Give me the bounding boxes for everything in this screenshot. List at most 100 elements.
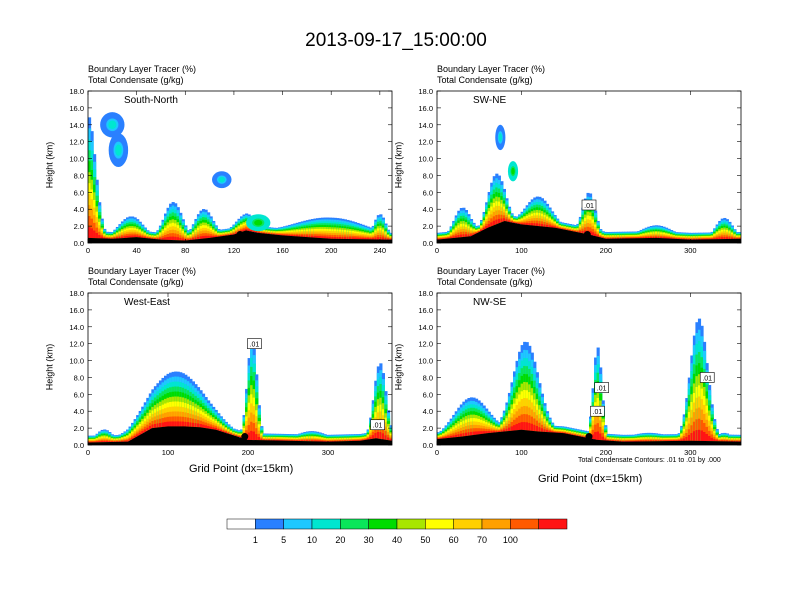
tracer-cell bbox=[457, 235, 461, 238]
tracer-cell bbox=[95, 440, 99, 443]
tracer-cell bbox=[275, 234, 279, 235]
tracer-cell bbox=[359, 236, 363, 240]
tracer-cell bbox=[495, 430, 499, 433]
tracer-cell bbox=[513, 222, 517, 223]
tracer-cell bbox=[482, 228, 486, 230]
tracer-cell bbox=[346, 440, 350, 442]
tracer-cell bbox=[166, 236, 170, 240]
tracer-cell bbox=[735, 237, 740, 239]
tracer-blob bbox=[498, 133, 503, 142]
tracer-cell bbox=[492, 431, 496, 433]
tracer-cell bbox=[359, 237, 363, 240]
tracer-cell bbox=[379, 432, 383, 439]
tracer-cell bbox=[500, 430, 504, 432]
y-tick-label: 0.0 bbox=[423, 239, 433, 248]
tracer-cell bbox=[462, 433, 466, 437]
tracer-cell bbox=[169, 236, 173, 240]
tracer-cell bbox=[556, 432, 560, 433]
y-tick-label: 12.0 bbox=[69, 340, 84, 349]
tracer-cell bbox=[308, 234, 312, 238]
tracer-cell bbox=[659, 237, 664, 239]
tracer-cell bbox=[260, 231, 264, 234]
tracer-cell bbox=[449, 435, 453, 438]
tracer-cell bbox=[515, 222, 519, 224]
tracer-cell bbox=[624, 440, 628, 442]
tracer-cell bbox=[379, 237, 383, 240]
tracer-cell bbox=[128, 439, 132, 441]
tracer-cell bbox=[540, 223, 544, 227]
y-tick-label: 0.0 bbox=[74, 441, 84, 450]
y-tick-label: 12.0 bbox=[69, 138, 84, 147]
tracer-cell bbox=[703, 238, 707, 240]
tracer-cell bbox=[120, 236, 125, 239]
tracer-cell bbox=[616, 237, 620, 239]
tracer-cell bbox=[153, 237, 157, 240]
tracer-cell bbox=[444, 437, 448, 439]
tracer-cell bbox=[692, 238, 696, 240]
y-tick-label: 14.0 bbox=[69, 323, 84, 332]
tracer-cell bbox=[449, 237, 453, 239]
tracer-cell bbox=[389, 238, 392, 240]
panel-3: .01.01West-East0.02.04.06.08.010.012.014… bbox=[69, 289, 393, 457]
tracer-cell bbox=[680, 238, 684, 240]
tracer-cell bbox=[316, 440, 320, 442]
tracer-cell bbox=[571, 434, 575, 435]
tracer-cell bbox=[224, 431, 228, 433]
panel-header-3: Boundary Layer Tracer (%) Total Condensa… bbox=[88, 266, 196, 288]
tracer-cell bbox=[196, 423, 201, 428]
figure-title: 2013-09-17_15:00:00 bbox=[305, 30, 487, 51]
tracer-cell bbox=[207, 233, 211, 239]
tracer-cell bbox=[212, 427, 216, 430]
tracer-cell bbox=[624, 237, 628, 239]
tracer-cell bbox=[606, 440, 610, 441]
x-tick-label: 200 bbox=[325, 246, 338, 255]
tracer-cell bbox=[644, 237, 648, 239]
tracer-cell bbox=[240, 230, 244, 233]
tracer-cell bbox=[207, 235, 211, 239]
tracer-cell bbox=[525, 223, 529, 225]
tracer-cell bbox=[354, 440, 358, 441]
tracer-cell bbox=[604, 439, 608, 441]
tracer-cell bbox=[290, 234, 294, 237]
tracer-cell bbox=[171, 421, 175, 427]
tracer-cell bbox=[136, 235, 140, 238]
x-tick-label: 300 bbox=[322, 448, 335, 457]
tracer-cell bbox=[323, 440, 327, 442]
tracer-cell bbox=[146, 237, 150, 239]
tracer-cell bbox=[611, 439, 615, 441]
tracer-cell bbox=[153, 424, 157, 428]
tracer-cell bbox=[599, 236, 603, 238]
tracer-cell bbox=[305, 440, 309, 442]
y-tick-label: 8.0 bbox=[74, 171, 84, 180]
tracer-cell bbox=[199, 236, 203, 239]
tracer-cell bbox=[318, 236, 322, 238]
tracer-cell bbox=[118, 441, 122, 442]
tracer-cell bbox=[459, 433, 463, 437]
tracer-cell bbox=[462, 234, 466, 237]
tracer-cell bbox=[257, 436, 261, 441]
plot-frame bbox=[87, 90, 393, 244]
tracer-cell bbox=[535, 425, 539, 432]
tracer-blob bbox=[115, 144, 122, 156]
tracer-cell bbox=[507, 220, 512, 222]
tracer-cell bbox=[118, 236, 122, 239]
tracer-cell bbox=[156, 419, 160, 428]
tracer-cell bbox=[457, 434, 461, 437]
tracer-cell bbox=[632, 237, 636, 239]
tracer-cell bbox=[174, 236, 178, 241]
tracer-cell bbox=[540, 428, 544, 432]
tracer-cell bbox=[186, 422, 190, 427]
tracer-cell bbox=[189, 238, 193, 240]
tracer-cell bbox=[654, 236, 658, 238]
x-tick-label: 100 bbox=[515, 246, 528, 255]
tracer-cell bbox=[361, 439, 365, 441]
tracer-cell bbox=[283, 440, 287, 441]
tracer-cell bbox=[174, 421, 178, 427]
tracer-cell bbox=[611, 238, 615, 239]
tracer-cell bbox=[376, 237, 380, 240]
tracer-cell bbox=[278, 439, 282, 441]
x-tick-label: 200 bbox=[600, 246, 613, 255]
tracer-cell bbox=[212, 235, 216, 238]
x-axis-label-left: Grid Point (dx=15km) bbox=[189, 463, 294, 475]
tracer-cell bbox=[530, 223, 534, 226]
